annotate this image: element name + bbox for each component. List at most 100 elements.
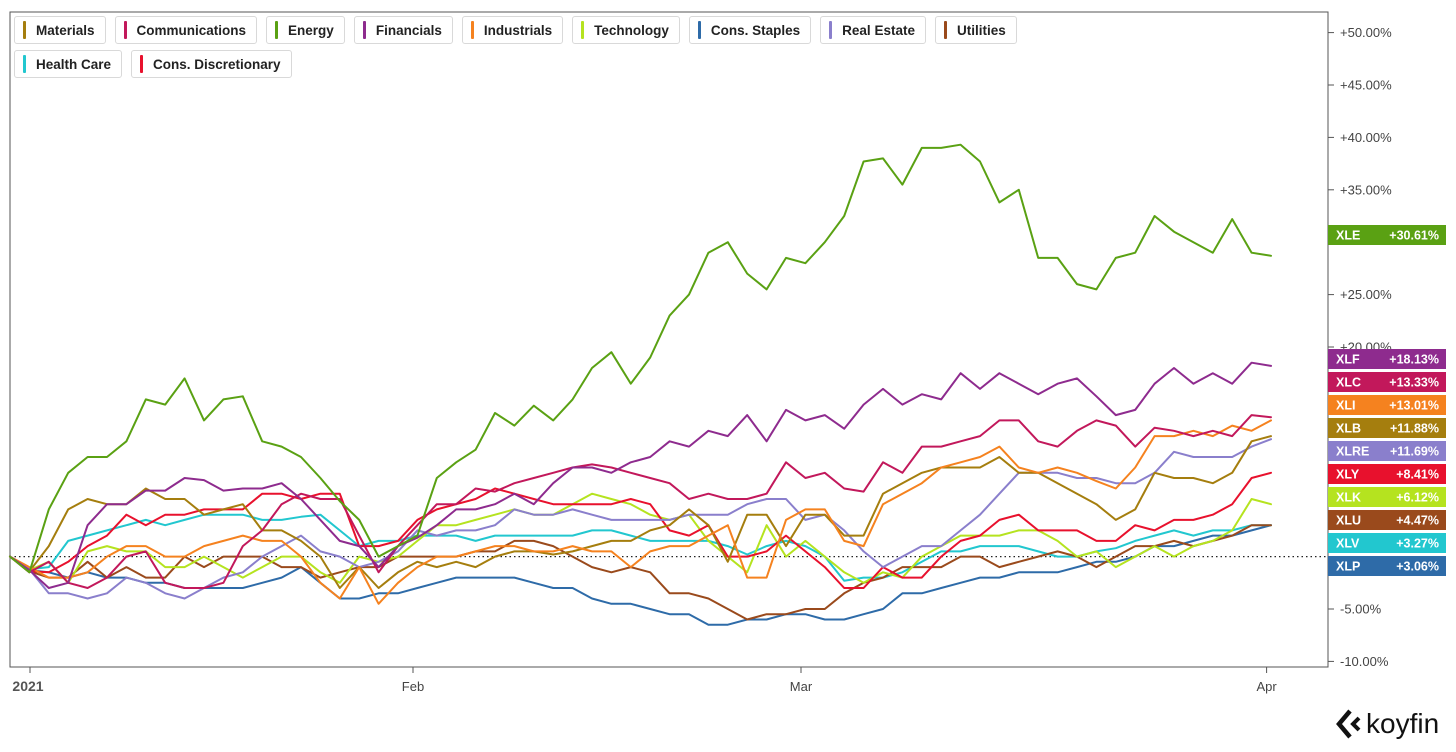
- legend-label: Materials: [36, 22, 95, 38]
- legend-item[interactable]: Financials: [353, 16, 453, 44]
- end-tag: XLY +8.41%: [1328, 464, 1446, 484]
- legend-item[interactable]: Cons. Staples: [688, 16, 812, 44]
- legend-label: Real Estate: [842, 22, 915, 38]
- legend-item[interactable]: Utilities: [934, 16, 1017, 44]
- end-tag-background: [1328, 225, 1446, 245]
- end-tag-ticker: XLY: [1336, 468, 1360, 482]
- end-tag: XLF +18.13%: [1328, 349, 1446, 369]
- legend-label: Communications: [136, 22, 247, 38]
- end-tag-background: [1328, 533, 1446, 553]
- end-tag: XLRE +11.69%: [1328, 441, 1446, 461]
- x-tick-label: 2021: [12, 678, 43, 694]
- series-line-cons-staples: [9, 524, 1272, 626]
- end-tag-background: [1328, 556, 1446, 576]
- legend-label: Technology: [594, 22, 669, 38]
- legend-swatch: [829, 21, 833, 39]
- end-tag-background: [1328, 418, 1446, 438]
- end-tag-background: [1328, 487, 1446, 507]
- series-line-real-estate: [9, 438, 1272, 600]
- end-tag-value: +13.01%: [1389, 399, 1439, 413]
- series-line-industrials: [9, 419, 1272, 605]
- series-line-materials: [9, 435, 1272, 589]
- end-tag-ticker: XLRE: [1336, 445, 1369, 459]
- legend-item[interactable]: Industrials: [461, 16, 564, 44]
- legend-label: Financials: [375, 22, 442, 38]
- legend-item[interactable]: Technology: [572, 16, 680, 44]
- plot-frame: [9, 11, 1329, 668]
- series-line-technology: [9, 492, 1272, 584]
- legend-item[interactable]: Cons. Discretionary: [131, 50, 292, 78]
- series-line-energy: [9, 143, 1272, 574]
- end-tag-value: +11.88%: [1390, 422, 1439, 436]
- legend-item[interactable]: Real Estate: [820, 16, 926, 44]
- end-tag-ticker: XLE: [1336, 229, 1360, 243]
- series-line-health-care: [9, 513, 1272, 582]
- end-tag-value: +30.61%: [1389, 229, 1439, 243]
- legend-item[interactable]: Materials: [14, 16, 106, 44]
- x-tick-label: Feb: [402, 679, 424, 694]
- end-tag-ticker: XLV: [1336, 537, 1360, 551]
- legend-label: Energy: [288, 22, 334, 38]
- end-tag-ticker: XLP: [1336, 560, 1360, 574]
- end-tag-ticker: XLI: [1336, 399, 1355, 413]
- legend-label: Cons. Staples: [710, 22, 801, 38]
- y-tick-label: -5.00%: [1340, 602, 1382, 617]
- series-line-communications: [9, 414, 1272, 589]
- brand-logo: koyfin: [1336, 708, 1439, 740]
- legend-item[interactable]: Communications: [114, 16, 258, 44]
- legend-swatch: [23, 55, 26, 73]
- end-tag-background: [1328, 349, 1446, 369]
- end-tag: XLP +3.06%: [1328, 556, 1446, 576]
- legend-label: Cons. Discretionary: [153, 56, 281, 72]
- end-tag: XLV +3.27%: [1328, 533, 1446, 553]
- x-axis: 2021 Feb Mar Apr: [12, 667, 1277, 694]
- end-tag: XLU +4.47%: [1328, 510, 1446, 530]
- end-tag-value: +6.12%: [1396, 491, 1439, 505]
- brand-name: koyfin: [1366, 708, 1440, 739]
- end-tag-ticker: XLB: [1336, 422, 1361, 436]
- x-tick-label: Mar: [790, 679, 813, 694]
- plot-border: [9, 11, 1329, 668]
- end-tag: XLI +13.01%: [1328, 395, 1446, 415]
- legend-swatch: [140, 55, 144, 73]
- legend-swatch: [470, 21, 474, 39]
- koyfin-logo-icon: [1336, 709, 1361, 739]
- series-line-financials: [9, 361, 1272, 589]
- end-value-tags: XLE +30.61% XLF +18.13% XLC +13.33% XLI +13.01%…: [1328, 225, 1446, 576]
- end-tag: XLC +13.33%: [1328, 372, 1446, 392]
- end-tag-value: +8.41%: [1396, 468, 1439, 482]
- legend: Materials Communications Energy Financials I…: [14, 16, 1104, 78]
- legend-label: Utilities: [956, 22, 1006, 38]
- legend-swatch: [23, 21, 26, 39]
- end-tag-ticker: XLK: [1336, 491, 1361, 505]
- end-tag-background: [1328, 441, 1446, 461]
- end-tag: XLB +11.88%: [1328, 418, 1446, 438]
- legend-swatch: [362, 21, 366, 39]
- end-tag-ticker: XLF: [1336, 353, 1360, 367]
- end-tag-value: +3.06%: [1396, 560, 1439, 574]
- end-tag-value: +13.33%: [1389, 376, 1439, 390]
- legend-swatch: [697, 21, 701, 39]
- legend-label: Industrials: [483, 22, 553, 38]
- end-tag-background: [1328, 510, 1446, 530]
- legend-item[interactable]: Health Care: [14, 50, 123, 78]
- end-tag-ticker: XLC: [1336, 376, 1361, 390]
- end-tag-value: +3.27%: [1396, 537, 1439, 551]
- y-tick-label: +25.00%: [1340, 287, 1392, 302]
- y-axis: +50.00%+45.00%+40.00%+35.00%+25.00%+20.0…: [1328, 25, 1392, 669]
- legend-swatch: [123, 21, 127, 39]
- y-tick-label: +45.00%: [1340, 78, 1392, 93]
- end-tag: XLE +30.61%: [1328, 225, 1446, 245]
- series-line-utilities: [9, 524, 1272, 621]
- legend-swatch: [275, 21, 279, 39]
- legend-item[interactable]: Energy: [266, 16, 345, 44]
- end-tag: XLK +6.12%: [1328, 487, 1446, 507]
- end-tag-value: +11.69%: [1390, 445, 1439, 459]
- end-tag-value: +4.47%: [1396, 514, 1439, 528]
- legend-swatch: [943, 21, 947, 39]
- end-tag-background: [1328, 395, 1446, 415]
- y-tick-label: -10.00%: [1340, 654, 1389, 669]
- x-tick-label: Apr: [1256, 679, 1277, 694]
- legend-swatch: [581, 21, 585, 39]
